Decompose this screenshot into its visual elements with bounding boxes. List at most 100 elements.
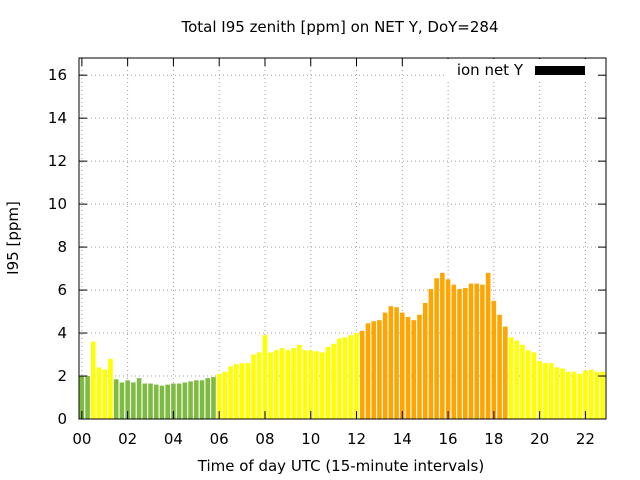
x-tick-labels: 00 02 04 06 08 10 12 14 16 18 20 22 [72,430,595,448]
bar [531,352,537,419]
y-tick-label: 14 [48,109,67,127]
bar [228,366,233,419]
bar [125,380,130,419]
bar [543,363,548,419]
bar [262,335,268,419]
bar [337,338,342,419]
legend-background [446,59,598,81]
bar [503,326,508,419]
bar [113,379,119,419]
bar [371,321,376,419]
bar [85,376,90,419]
bar [308,350,314,419]
bar [108,358,113,419]
bar [485,272,491,419]
bar [199,380,205,419]
x-axis-label: Time of day UTC (15-minute intervals) [197,457,484,475]
bar [182,382,188,419]
bar [142,383,148,419]
bar [560,368,565,419]
legend: ion net Y [446,59,598,81]
bar [445,279,451,419]
bar [394,307,399,419]
bar [440,272,445,419]
bar [136,378,142,419]
bar [285,350,291,419]
bar [194,380,199,419]
bar [497,314,502,419]
bar [588,369,594,419]
bar [314,351,319,419]
bar [79,376,85,419]
y-tick-label: 0 [57,410,67,428]
bars [79,272,605,419]
bar [382,312,388,419]
bar [216,373,222,419]
bar [165,384,170,419]
bar [571,371,577,419]
bar [594,371,600,419]
bar [405,316,411,419]
x-tick-label: 14 [393,430,412,448]
bar [176,383,182,419]
bar [239,363,245,419]
bar [583,370,588,419]
bar [428,288,434,419]
bar [205,378,211,419]
bar [565,371,571,419]
bar [388,306,394,419]
bar [365,323,371,419]
x-tick-label: 00 [72,430,91,448]
bar [319,352,325,419]
x-tick-label: 10 [301,430,320,448]
bar [451,284,457,419]
bar [251,354,256,419]
y-tick-label: 4 [57,324,67,342]
x-tick-label: 04 [164,430,183,448]
bar [91,341,96,419]
bar [411,320,417,419]
bar [325,347,331,419]
y-tick-labels: 0 2 4 6 8 10 12 14 16 [48,66,67,428]
bar [400,312,405,419]
bar [245,363,251,419]
bar [491,300,497,419]
bar [256,352,262,419]
legend-swatch [535,66,585,75]
bar [548,363,554,419]
bar [171,383,176,419]
y-tick-label: 10 [48,195,67,213]
bar [434,278,439,419]
x-tick-label: 18 [484,430,503,448]
y-tick-label: 6 [57,281,67,299]
bar [234,364,239,419]
x-tick-label: 12 [347,430,366,448]
bar [474,283,479,419]
bar [577,373,582,419]
y-axis-label: I95 [ppm] [4,201,22,275]
bar [508,337,514,419]
chart-title: Total I95 zenith [ppm] on NET Y, DoY=284 [180,18,498,36]
y-tick-label: 8 [57,238,67,256]
bar [480,284,485,419]
bar [514,340,520,419]
bar [331,343,336,419]
bar [279,348,285,419]
bar [148,383,153,419]
bar [520,344,525,419]
x-tick-label: 16 [439,430,458,448]
bar [342,337,348,419]
bar [102,369,108,419]
bar [422,302,428,419]
bar [222,371,228,419]
x-tick-label: 20 [530,430,549,448]
bar [291,348,296,419]
bar [131,382,136,419]
bar [297,344,302,419]
bar [188,381,193,419]
x-tick-label: 22 [576,430,595,448]
bar [96,367,102,419]
bar [302,350,308,419]
bar [554,367,560,419]
